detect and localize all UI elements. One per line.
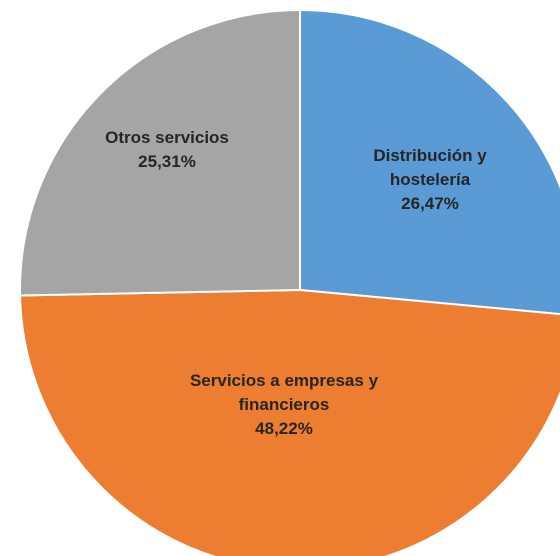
slice-label: Servicios a empresas y financieros 48,22% [169, 369, 399, 441]
pie-slice [19, 8, 301, 297]
pie-slice [19, 288, 560, 556]
category-label: Distribución y hostelería [373, 146, 487, 189]
slice-label: Distribución y hostelería 26,47% [345, 144, 515, 216]
category-label: Servicios a empresas y financieros [189, 371, 379, 414]
value-label: 26,47% [401, 194, 459, 213]
value-label: 48,22% [255, 419, 313, 438]
pie-slice [299, 8, 560, 316]
value-label: 25,31% [138, 152, 196, 171]
slice-label: Otros servicios 25,31% [82, 126, 252, 174]
category-label: Otros servicios [105, 128, 229, 147]
